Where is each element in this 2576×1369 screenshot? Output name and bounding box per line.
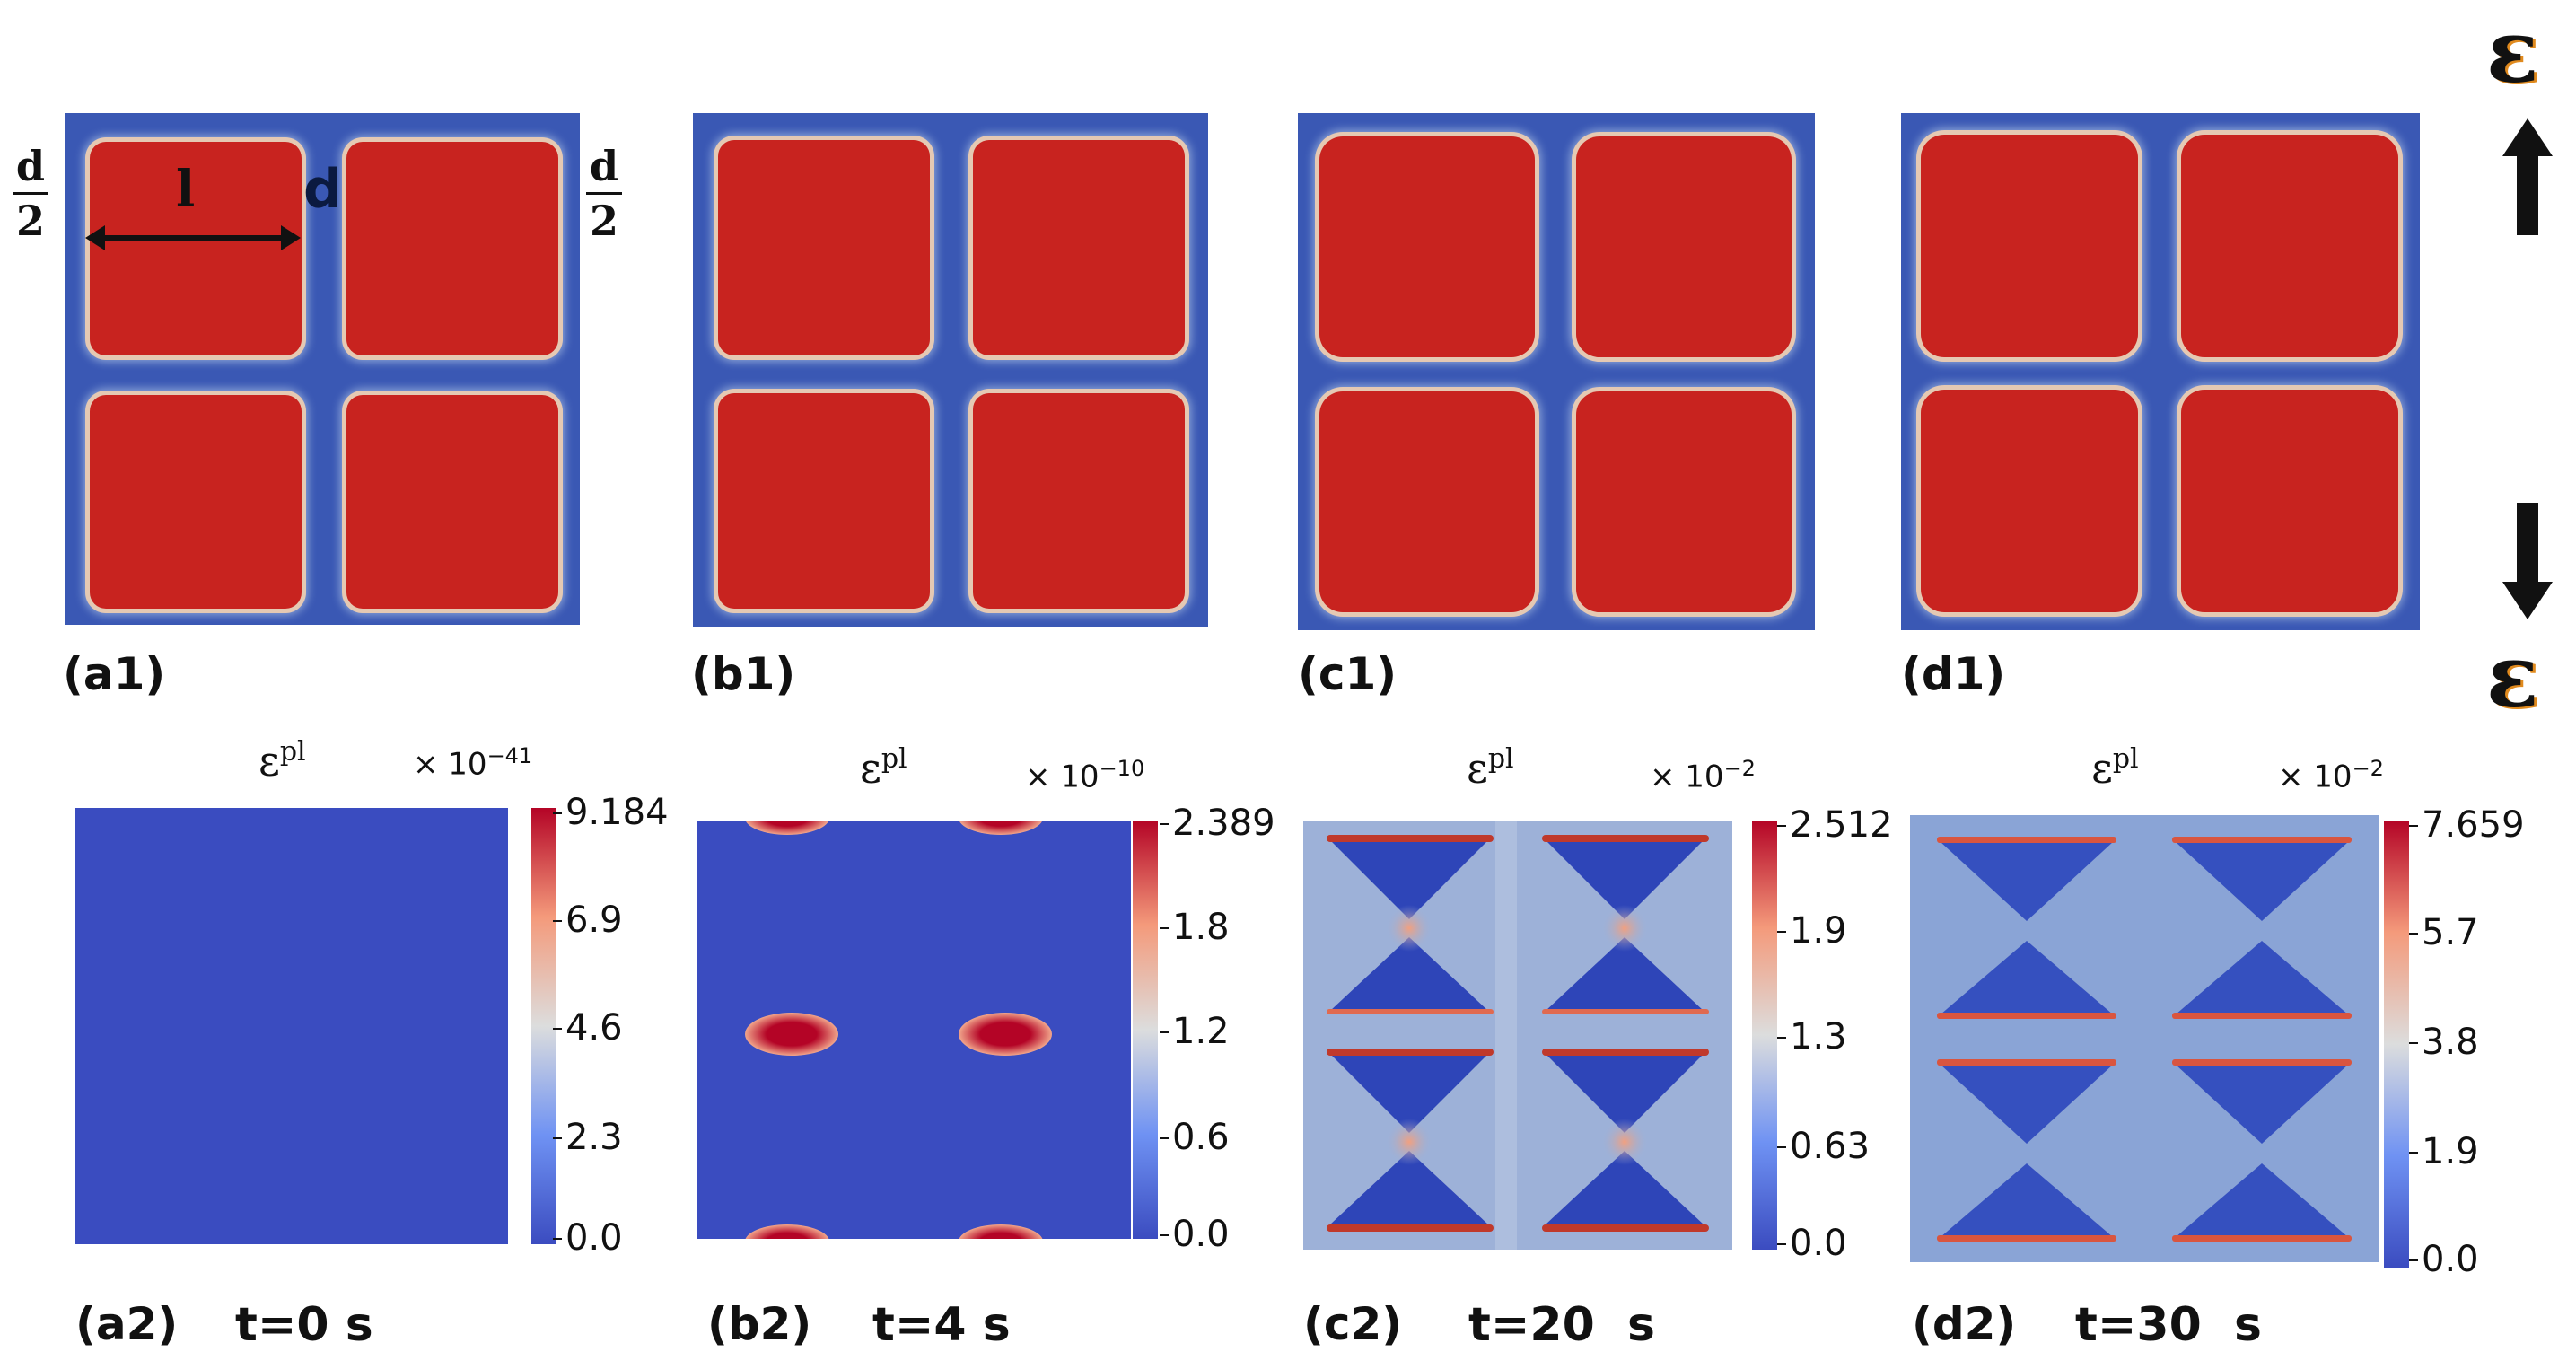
cell bbox=[1542, 1049, 1709, 1232]
panel-label: (a1) bbox=[63, 648, 166, 700]
inclusion bbox=[346, 395, 558, 609]
colorbar-tick: 0.6 bbox=[1160, 1117, 1230, 1158]
strain-field bbox=[1327, 821, 1709, 1250]
plastic-strain-map-c2 bbox=[1303, 821, 1732, 1250]
field-label: εpl bbox=[2091, 743, 2139, 793]
cell bbox=[2172, 1059, 2352, 1242]
panel-label: (a2) bbox=[75, 1298, 179, 1350]
inclusion bbox=[2181, 135, 2398, 357]
inclusion bbox=[1576, 136, 1792, 357]
scale-factor: × 10−41 bbox=[413, 743, 533, 783]
time-label: t=30 s bbox=[2075, 1298, 2262, 1352]
panel-d1 bbox=[1901, 113, 2420, 630]
field-label: εpl bbox=[258, 736, 306, 785]
field-label: εpl bbox=[1467, 743, 1514, 793]
strain-field bbox=[1937, 837, 2352, 1242]
cell bbox=[2172, 837, 2352, 1019]
colorbar-tick: 1.9 bbox=[1777, 910, 1847, 952]
strain-hotspot bbox=[745, 1224, 829, 1239]
panel-b1 bbox=[693, 113, 1208, 627]
colorbar-tick: 0.0 bbox=[1160, 1214, 1230, 1255]
cell bbox=[1937, 837, 2116, 1019]
down-arrow-icon bbox=[2502, 503, 2553, 619]
panel-label: (b1) bbox=[691, 648, 796, 700]
inclusion bbox=[90, 395, 302, 609]
fraction-numerator: d bbox=[586, 145, 622, 195]
plastic-strain-map-a2 bbox=[75, 808, 508, 1244]
half-gap-fraction-left: d 2 bbox=[13, 145, 48, 241]
inclusion bbox=[973, 140, 1185, 355]
panel-label: (c1) bbox=[1298, 648, 1398, 700]
inclusion bbox=[1319, 136, 1535, 357]
colorbar-tick: 1.9 bbox=[2409, 1131, 2479, 1172]
length-arrow-icon bbox=[85, 225, 301, 250]
colorbar-tick: 7.659 bbox=[2409, 804, 2525, 846]
colorbar-tick: 0.63 bbox=[1776, 1126, 1871, 1167]
cell bbox=[1327, 835, 1494, 1014]
panel-label: (b2) bbox=[707, 1298, 812, 1350]
inclusion bbox=[1576, 391, 1792, 612]
cell bbox=[1542, 835, 1709, 1014]
colorbar-tick: 5.7 bbox=[2409, 912, 2479, 953]
colorbar-tick: 2.3 bbox=[553, 1117, 623, 1158]
inclusion bbox=[1921, 135, 2138, 357]
colorbar-tick: 0.0 bbox=[553, 1217, 623, 1259]
colorbar-tick: 1.2 bbox=[1160, 1011, 1230, 1052]
colorbar-tick: 1.3 bbox=[1777, 1016, 1847, 1057]
colorbar-tick: 1.8 bbox=[1160, 907, 1230, 948]
colorbar bbox=[2384, 821, 2409, 1268]
inclusion bbox=[718, 393, 930, 609]
scale-factor: × 10−2 bbox=[1650, 756, 1756, 795]
colorbar-tick: 2.512 bbox=[1777, 804, 1893, 846]
colorbar-tick: 4.6 bbox=[553, 1007, 623, 1049]
colorbar-tick: 6.9 bbox=[553, 900, 623, 941]
time-label: t=20 s bbox=[1468, 1298, 1655, 1352]
panel-c1 bbox=[1298, 113, 1815, 630]
fraction-numerator: d bbox=[13, 145, 48, 195]
colorbar-tick: 0.0 bbox=[1777, 1223, 1847, 1264]
colorbar bbox=[1752, 821, 1777, 1250]
strain-hotspot bbox=[959, 821, 1043, 835]
colorbar bbox=[1133, 821, 1158, 1239]
strain-hotspot bbox=[959, 1224, 1043, 1239]
time-label: t=0 s bbox=[235, 1298, 373, 1352]
gap-label: d bbox=[303, 158, 342, 221]
colorbar-tick: 2.389 bbox=[1160, 803, 1275, 844]
colorbar-tick: 0.0 bbox=[2409, 1239, 2479, 1280]
strain-hotspot bbox=[745, 1013, 838, 1056]
plastic-strain-map-b2 bbox=[697, 821, 1131, 1239]
inclusion bbox=[1319, 391, 1535, 612]
length-label: l bbox=[176, 160, 196, 219]
panel-label: (d2) bbox=[1912, 1298, 2017, 1350]
colorbar bbox=[531, 808, 556, 1244]
strain-symbol-top: ε bbox=[2486, 1, 2539, 102]
cell bbox=[1937, 1059, 2116, 1242]
colorbar-tick: 9.184 bbox=[553, 792, 669, 833]
inclusion bbox=[718, 140, 930, 355]
strain-symbol-bottom: ε bbox=[2486, 626, 2539, 727]
plastic-strain-map-d2 bbox=[1910, 815, 2379, 1262]
scale-factor: × 10−2 bbox=[2278, 756, 2384, 795]
scale-factor: × 10−10 bbox=[1025, 756, 1145, 795]
inclusion bbox=[1921, 390, 2138, 612]
cell bbox=[1327, 1049, 1494, 1232]
inclusion bbox=[973, 393, 1185, 609]
colorbar-tick: 3.8 bbox=[2409, 1022, 2479, 1063]
fraction-denominator: 2 bbox=[15, 197, 45, 245]
panel-a1 bbox=[65, 113, 580, 625]
strain-hotspot bbox=[959, 1013, 1052, 1056]
strain-hotspot bbox=[745, 821, 829, 835]
panel-label: (d1) bbox=[1901, 648, 2006, 700]
panel-label: (c2) bbox=[1303, 1298, 1403, 1350]
time-label: t=4 s bbox=[872, 1298, 1011, 1352]
fraction-denominator: 2 bbox=[589, 197, 618, 245]
inclusion bbox=[2181, 390, 2398, 612]
half-gap-fraction-right: d 2 bbox=[586, 145, 622, 241]
inclusion bbox=[90, 142, 302, 355]
up-arrow-icon bbox=[2502, 118, 2553, 235]
inclusion bbox=[346, 142, 558, 355]
field-label: εpl bbox=[860, 743, 907, 793]
